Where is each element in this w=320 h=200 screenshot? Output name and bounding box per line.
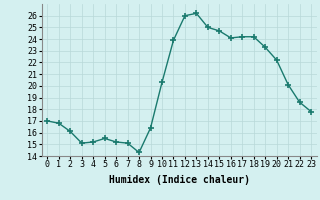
X-axis label: Humidex (Indice chaleur): Humidex (Indice chaleur) bbox=[109, 175, 250, 185]
